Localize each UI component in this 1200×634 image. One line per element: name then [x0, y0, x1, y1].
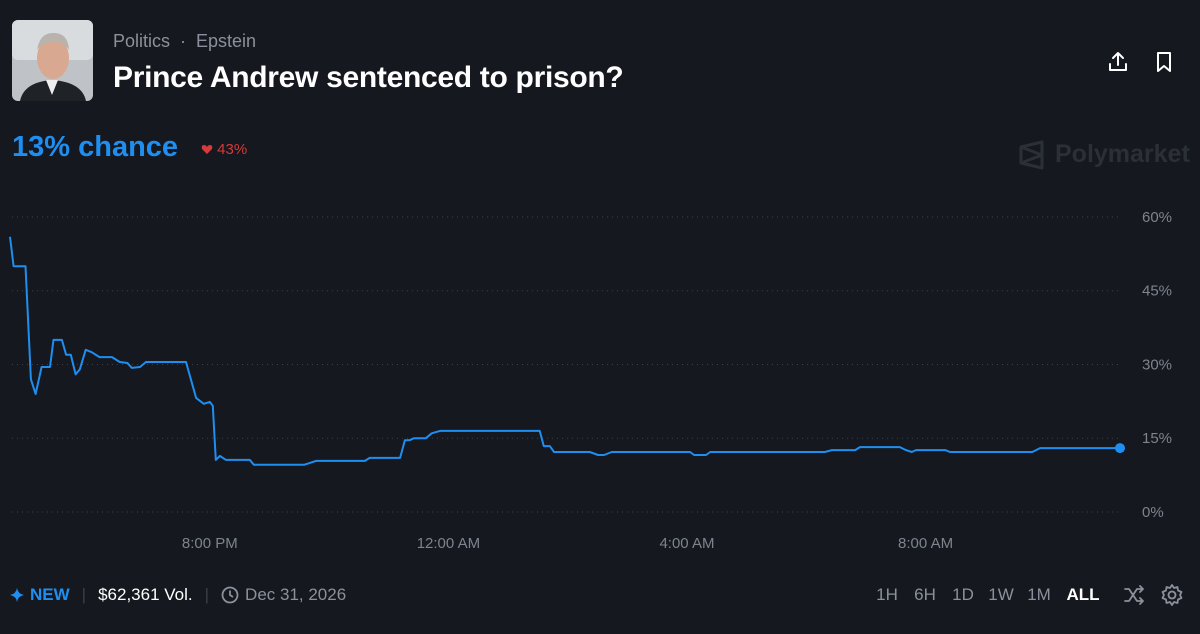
clock-icon [221, 586, 239, 604]
avatar [12, 20, 93, 101]
end-date: Dec 31, 2026 [245, 585, 347, 604]
breadcrumb: Politics · Epstein [113, 31, 257, 51]
price-line [9, 236, 1120, 466]
category-link[interactable]: Epstein [196, 31, 257, 51]
divider: | [81, 585, 87, 604]
range-button[interactable]: 1H [876, 585, 898, 604]
category-link[interactable]: Politics [113, 31, 171, 51]
y-tick-label: 15% [1142, 430, 1172, 447]
down-icon [201, 145, 213, 154]
x-tick-label: 8:00 PM [182, 535, 238, 552]
x-tick-label: 4:00 AM [659, 535, 714, 552]
chart: 0% 15% 30% 45% 60% 8:00 PM 12:00 AM 4:00 AM 8:00… [9, 209, 1172, 552]
y-tick-label: 30% [1142, 356, 1172, 373]
range-button[interactable]: 1D [952, 585, 974, 604]
range-button[interactable]: 6H [914, 585, 936, 604]
range-button[interactable]: 1M [1027, 585, 1051, 604]
footer: NEW | $62,361 Vol. | Dec 31, 2026 [10, 583, 346, 607]
range-button[interactable]: ALL [1066, 585, 1100, 604]
divider: | [204, 585, 210, 604]
icon-path [1124, 585, 1144, 605]
volume: $62,361 Vol. [98, 585, 193, 604]
range-button[interactable]: 1W [988, 585, 1014, 604]
brand-logo [1019, 140, 1044, 170]
range-selector: 1H 6H 1D 1W 1M ALL [868, 583, 1184, 607]
chance-change: 43% [201, 141, 247, 158]
market-title: Prince Andrew sentenced to prison? [113, 61, 624, 94]
brand: Polymarket [1055, 140, 1190, 168]
y-tick-label: 0% [1142, 504, 1164, 521]
x-tick-label: 12:00 AM [417, 535, 480, 552]
bookmark-button[interactable] [1152, 50, 1176, 74]
x-tick-label: 8:00 AM [898, 535, 953, 552]
chance-headline: 13% chance [12, 131, 179, 163]
share-button[interactable] [1106, 50, 1130, 74]
y-tick-label: 60% [1142, 209, 1172, 226]
y-tick-label: 45% [1142, 283, 1172, 300]
shuffle-button[interactable] [1122, 583, 1146, 607]
settings-button[interactable] [1160, 583, 1184, 607]
icon-path [1161, 584, 1183, 606]
change-value: 43% [217, 141, 248, 158]
sparkle-icon [10, 588, 24, 602]
last-point [1115, 443, 1125, 454]
new-badge: NEW [30, 585, 70, 604]
